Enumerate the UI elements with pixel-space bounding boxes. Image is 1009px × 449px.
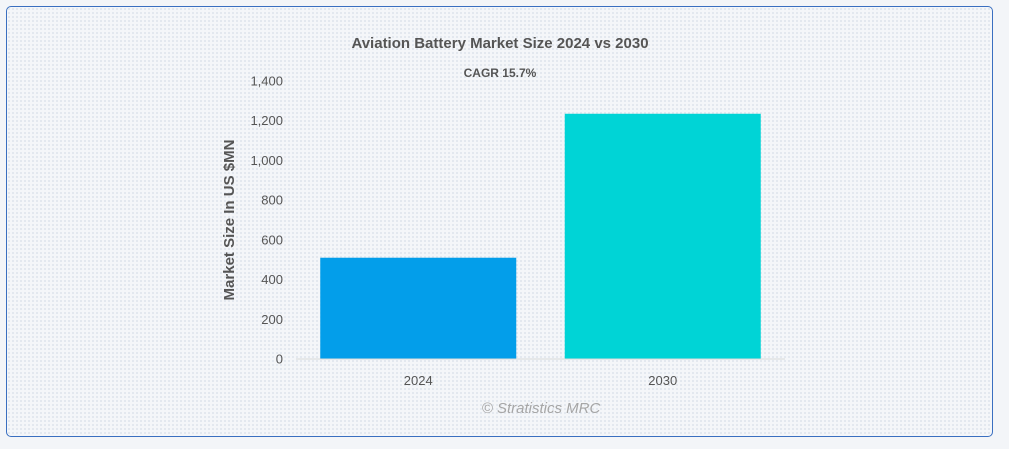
chart-title: Aviation Battery Market Size 2024 vs 203… <box>351 35 648 52</box>
y-axis-ticks: 0 200 400 600 800 1,000 1,200 1,400 <box>250 74 283 367</box>
y-tick-label: 1,400 <box>250 74 283 89</box>
y-tick-label: 1,000 <box>250 153 283 168</box>
y-tick-label: 600 <box>261 232 283 247</box>
watermark: © Stratistics MRC <box>482 400 601 417</box>
y-tick-label: 800 <box>261 193 283 208</box>
x-tick-label: 2024 <box>404 373 433 388</box>
y-tick-label: 400 <box>261 272 283 287</box>
x-tick-label: 2030 <box>648 373 677 388</box>
y-tick-label: 200 <box>261 312 283 327</box>
y-tick-label: 0 <box>276 352 283 367</box>
bar-2030 <box>564 113 761 359</box>
y-axis-label: Market Size In US $MN <box>221 140 238 301</box>
bars <box>320 113 761 359</box>
chart-frame <box>6 6 993 437</box>
y-tick-label: 1,200 <box>250 113 283 128</box>
chart-subtitle: CAGR 15.7% <box>464 66 537 80</box>
bar-2024 <box>320 257 517 359</box>
x-axis-ticks: 2024 2030 <box>404 373 677 388</box>
